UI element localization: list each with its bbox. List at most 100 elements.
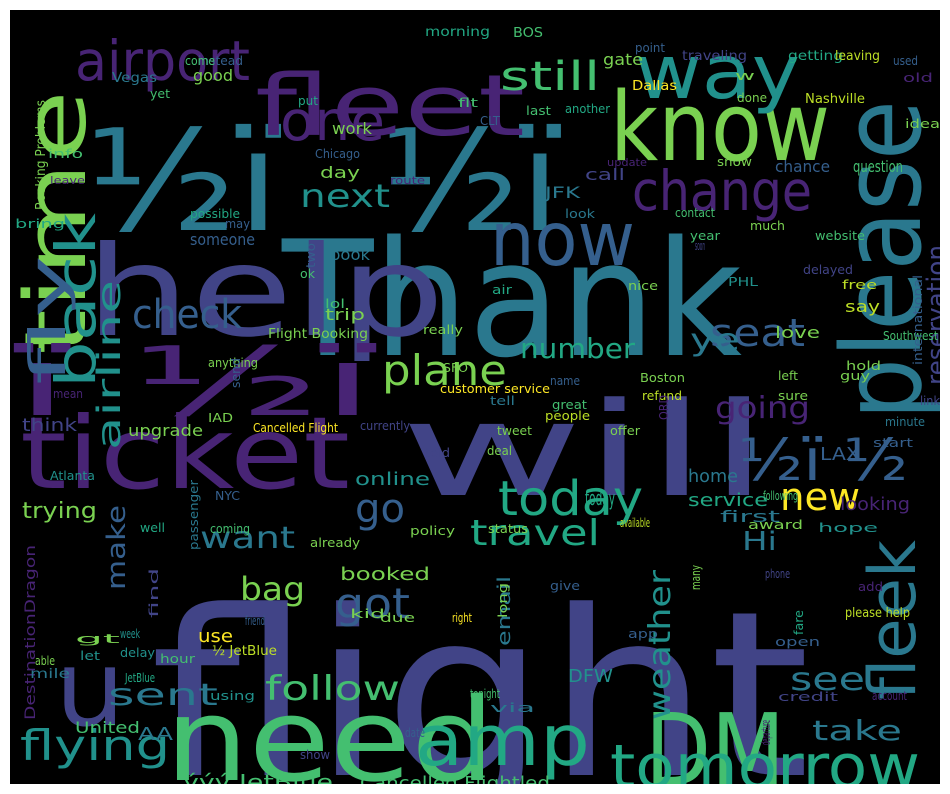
cloud-word: help [85, 220, 445, 365]
cloud-word: old [903, 71, 933, 85]
cloud-word: currently [360, 419, 410, 433]
cloud-word: new [780, 475, 860, 519]
cloud-word: looking [840, 494, 910, 515]
cloud-word: soon [695, 239, 705, 253]
word-cloud-canvas: flight Thank ½ï ½ï help need will please DM ticke… [10, 10, 940, 784]
cloud-word: please [818, 100, 940, 420]
cloud-word: going [715, 391, 810, 426]
cloud-word: website [815, 229, 865, 243]
cloud-word: ½ï [85, 101, 281, 264]
cloud-word: ½ï [380, 101, 561, 264]
cloud-word: DFW [568, 666, 613, 687]
cloud-word: change [632, 159, 812, 223]
cloud-word: number [520, 332, 636, 365]
cloud-word: DestinationDragon [23, 545, 39, 720]
cloud-word: weather [643, 569, 678, 720]
cloud-word: trying [22, 499, 97, 524]
cloud-word: know [610, 73, 830, 183]
cloud-word: well [140, 521, 165, 535]
cloud-word: fly [19, 255, 77, 385]
cloud-word: fleek [856, 540, 931, 700]
cloud-word: week [120, 627, 140, 641]
cloud-word: fare [792, 610, 806, 635]
cloud-word: LAX [820, 444, 860, 465]
cloud-word: tell [490, 394, 515, 408]
cloud-word: will [400, 374, 770, 526]
cloud-word: coming [210, 522, 250, 536]
cloud-word: got [335, 579, 410, 628]
cloud-word: ye [690, 323, 740, 358]
cloud-word: tweet [497, 424, 532, 438]
cloud-word: hour [160, 652, 195, 666]
cloud-word: much [750, 219, 785, 233]
cloud-word: go [355, 486, 405, 532]
cloud-word: guy [840, 369, 870, 383]
cloud-word: ORD [657, 395, 671, 420]
cloud-word: send [229, 358, 243, 388]
cloud-word: flight [150, 563, 810, 784]
cloud-word: following [763, 489, 798, 503]
cloud-word: United [75, 718, 140, 737]
cloud-word: international [911, 275, 925, 365]
cloud-word: really [423, 323, 463, 337]
cloud-word: Dallas [632, 79, 677, 94]
cloud-word: PHL [728, 275, 758, 289]
cloud-word: ticket [20, 395, 350, 512]
cloud-word: anything [208, 356, 258, 370]
cloud-word: using [210, 689, 255, 703]
cloud-word: account [872, 689, 907, 703]
cloud-word: gate [603, 50, 643, 69]
cloud-word: told [425, 446, 450, 460]
cloud-word: follow [265, 669, 400, 709]
cloud-word: status [488, 522, 528, 536]
cloud-word: deal [487, 444, 512, 458]
cloud-word: open [775, 635, 820, 649]
cloud-word: tomorrow [610, 732, 920, 784]
cloud-word: back [44, 213, 108, 388]
cloud-word: Flight Booking [268, 327, 368, 342]
cloud-word: find [147, 568, 161, 618]
cloud-word: kid [350, 607, 385, 621]
cloud-word: lol [325, 297, 345, 311]
cloud-word: credit [778, 690, 839, 704]
cloud-word: bring [15, 217, 65, 231]
cloud-word: info [48, 147, 83, 161]
cloud-word: start [873, 436, 913, 450]
cloud-word: hope [818, 521, 878, 535]
cloud-word: someone [190, 230, 255, 249]
cloud-word: show [300, 748, 330, 762]
cloud-word: yet [150, 87, 170, 101]
cloud-word: name [550, 374, 580, 388]
cloud-word: mile [30, 667, 70, 682]
cloud-word: instead [198, 54, 243, 68]
cloud-word: say [845, 297, 880, 316]
cloud-word: call [585, 165, 625, 184]
cloud-word: ï ½ï [13, 328, 376, 438]
cloud-word: day [320, 163, 360, 182]
cloud-word: award [748, 518, 803, 532]
cloud-word: want [200, 521, 295, 556]
cloud-word: home [688, 466, 738, 487]
cloud-word: good [193, 66, 233, 85]
cloud-word: due [380, 611, 415, 625]
cloud-word: contact [675, 206, 715, 220]
cloud-word: check [132, 292, 243, 338]
cloud-word: hold [846, 359, 881, 373]
cloud-word: airport [75, 29, 250, 93]
cloud-word: Boston [640, 371, 685, 385]
cloud-word: ok [300, 267, 315, 281]
cloud-word: one [280, 89, 385, 153]
cloud-word: u [55, 628, 125, 750]
cloud-word: available [620, 516, 650, 530]
cloud-word: free [842, 278, 877, 292]
cloud-word: may [225, 217, 250, 231]
cloud-word: delay [120, 646, 155, 660]
cloud-word: question [853, 157, 903, 176]
cloud-word: chance [775, 157, 830, 176]
cloud-word: morning [425, 25, 490, 40]
cloud-word: SFO [443, 361, 468, 375]
cloud-word: book [330, 245, 371, 264]
cloud-word: add [858, 580, 883, 594]
cloud-word: time [10, 90, 106, 355]
cloud-word: traveling [682, 49, 747, 64]
